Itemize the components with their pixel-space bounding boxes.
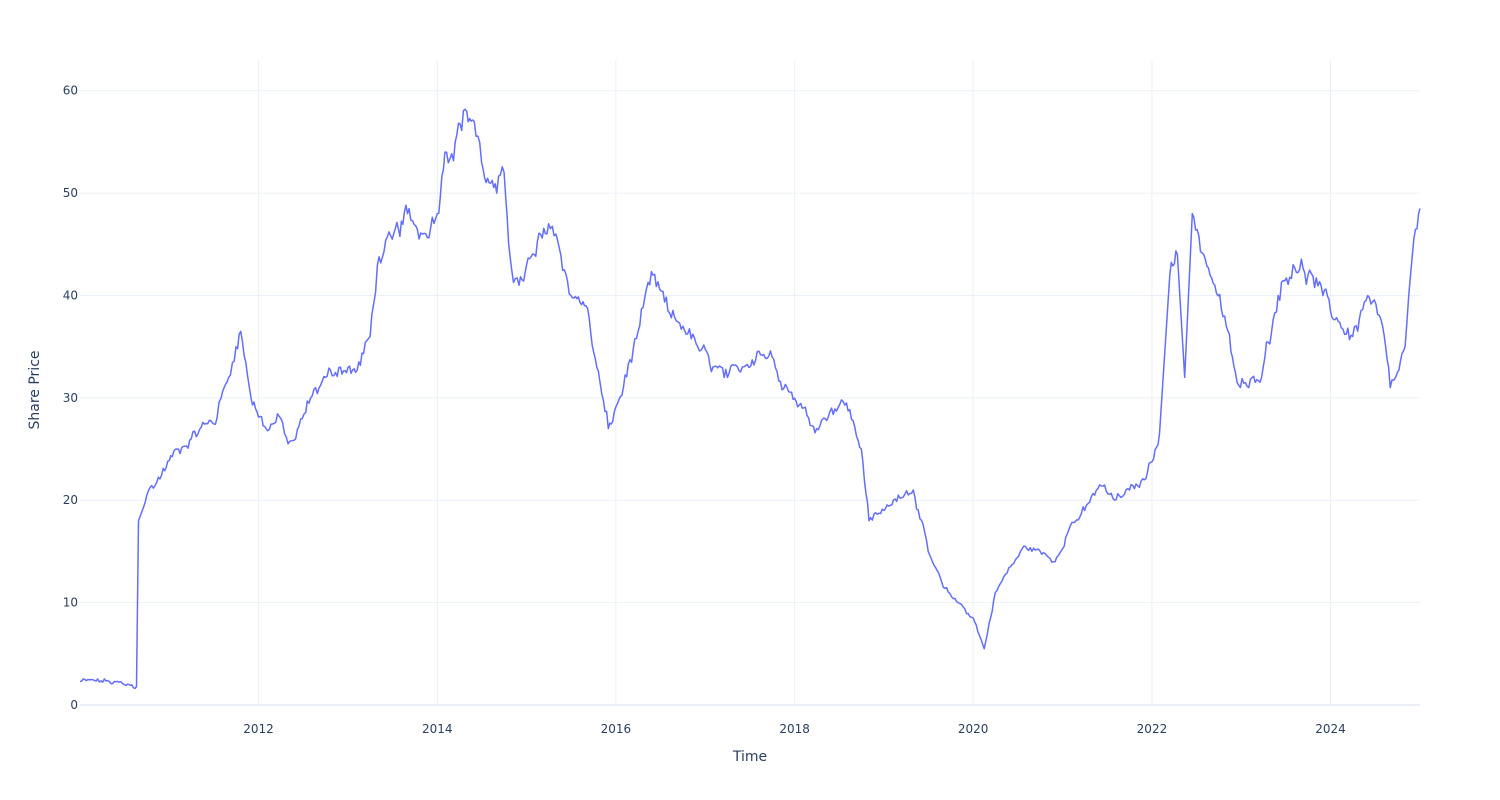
- series-line: [79, 108, 1421, 690]
- x-tick-label: 2012: [243, 722, 274, 736]
- y-tick-label: 40: [63, 288, 78, 302]
- x-tick-labels: 2012 2014 2016 2018 2020 2022 2024: [243, 722, 1345, 736]
- y-tick-label: 0: [70, 698, 78, 712]
- x-tick-label: 2020: [958, 722, 989, 736]
- x-tick-label: 2014: [422, 722, 453, 736]
- series-layer: [79, 108, 1421, 690]
- y-tick-label: 10: [63, 596, 78, 610]
- y-gridlines: [80, 90, 1420, 706]
- y-tick-label: 20: [63, 493, 78, 507]
- x-tick-label: 2016: [601, 722, 632, 736]
- x-tick-label: 2018: [779, 722, 810, 736]
- y-tick-label: 60: [63, 84, 78, 98]
- x-gridlines: [258, 60, 1331, 705]
- x-axis-title: Time: [732, 749, 767, 765]
- y-tick-label: 50: [63, 186, 78, 200]
- y-tick-labels: 0 10 20 30 40 50 60: [63, 84, 78, 712]
- x-tick-label: 2024: [1315, 722, 1346, 736]
- y-axis-title: Share Price: [27, 350, 43, 429]
- y-tick-label: 30: [63, 391, 78, 405]
- x-tick-label: 2022: [1137, 722, 1168, 736]
